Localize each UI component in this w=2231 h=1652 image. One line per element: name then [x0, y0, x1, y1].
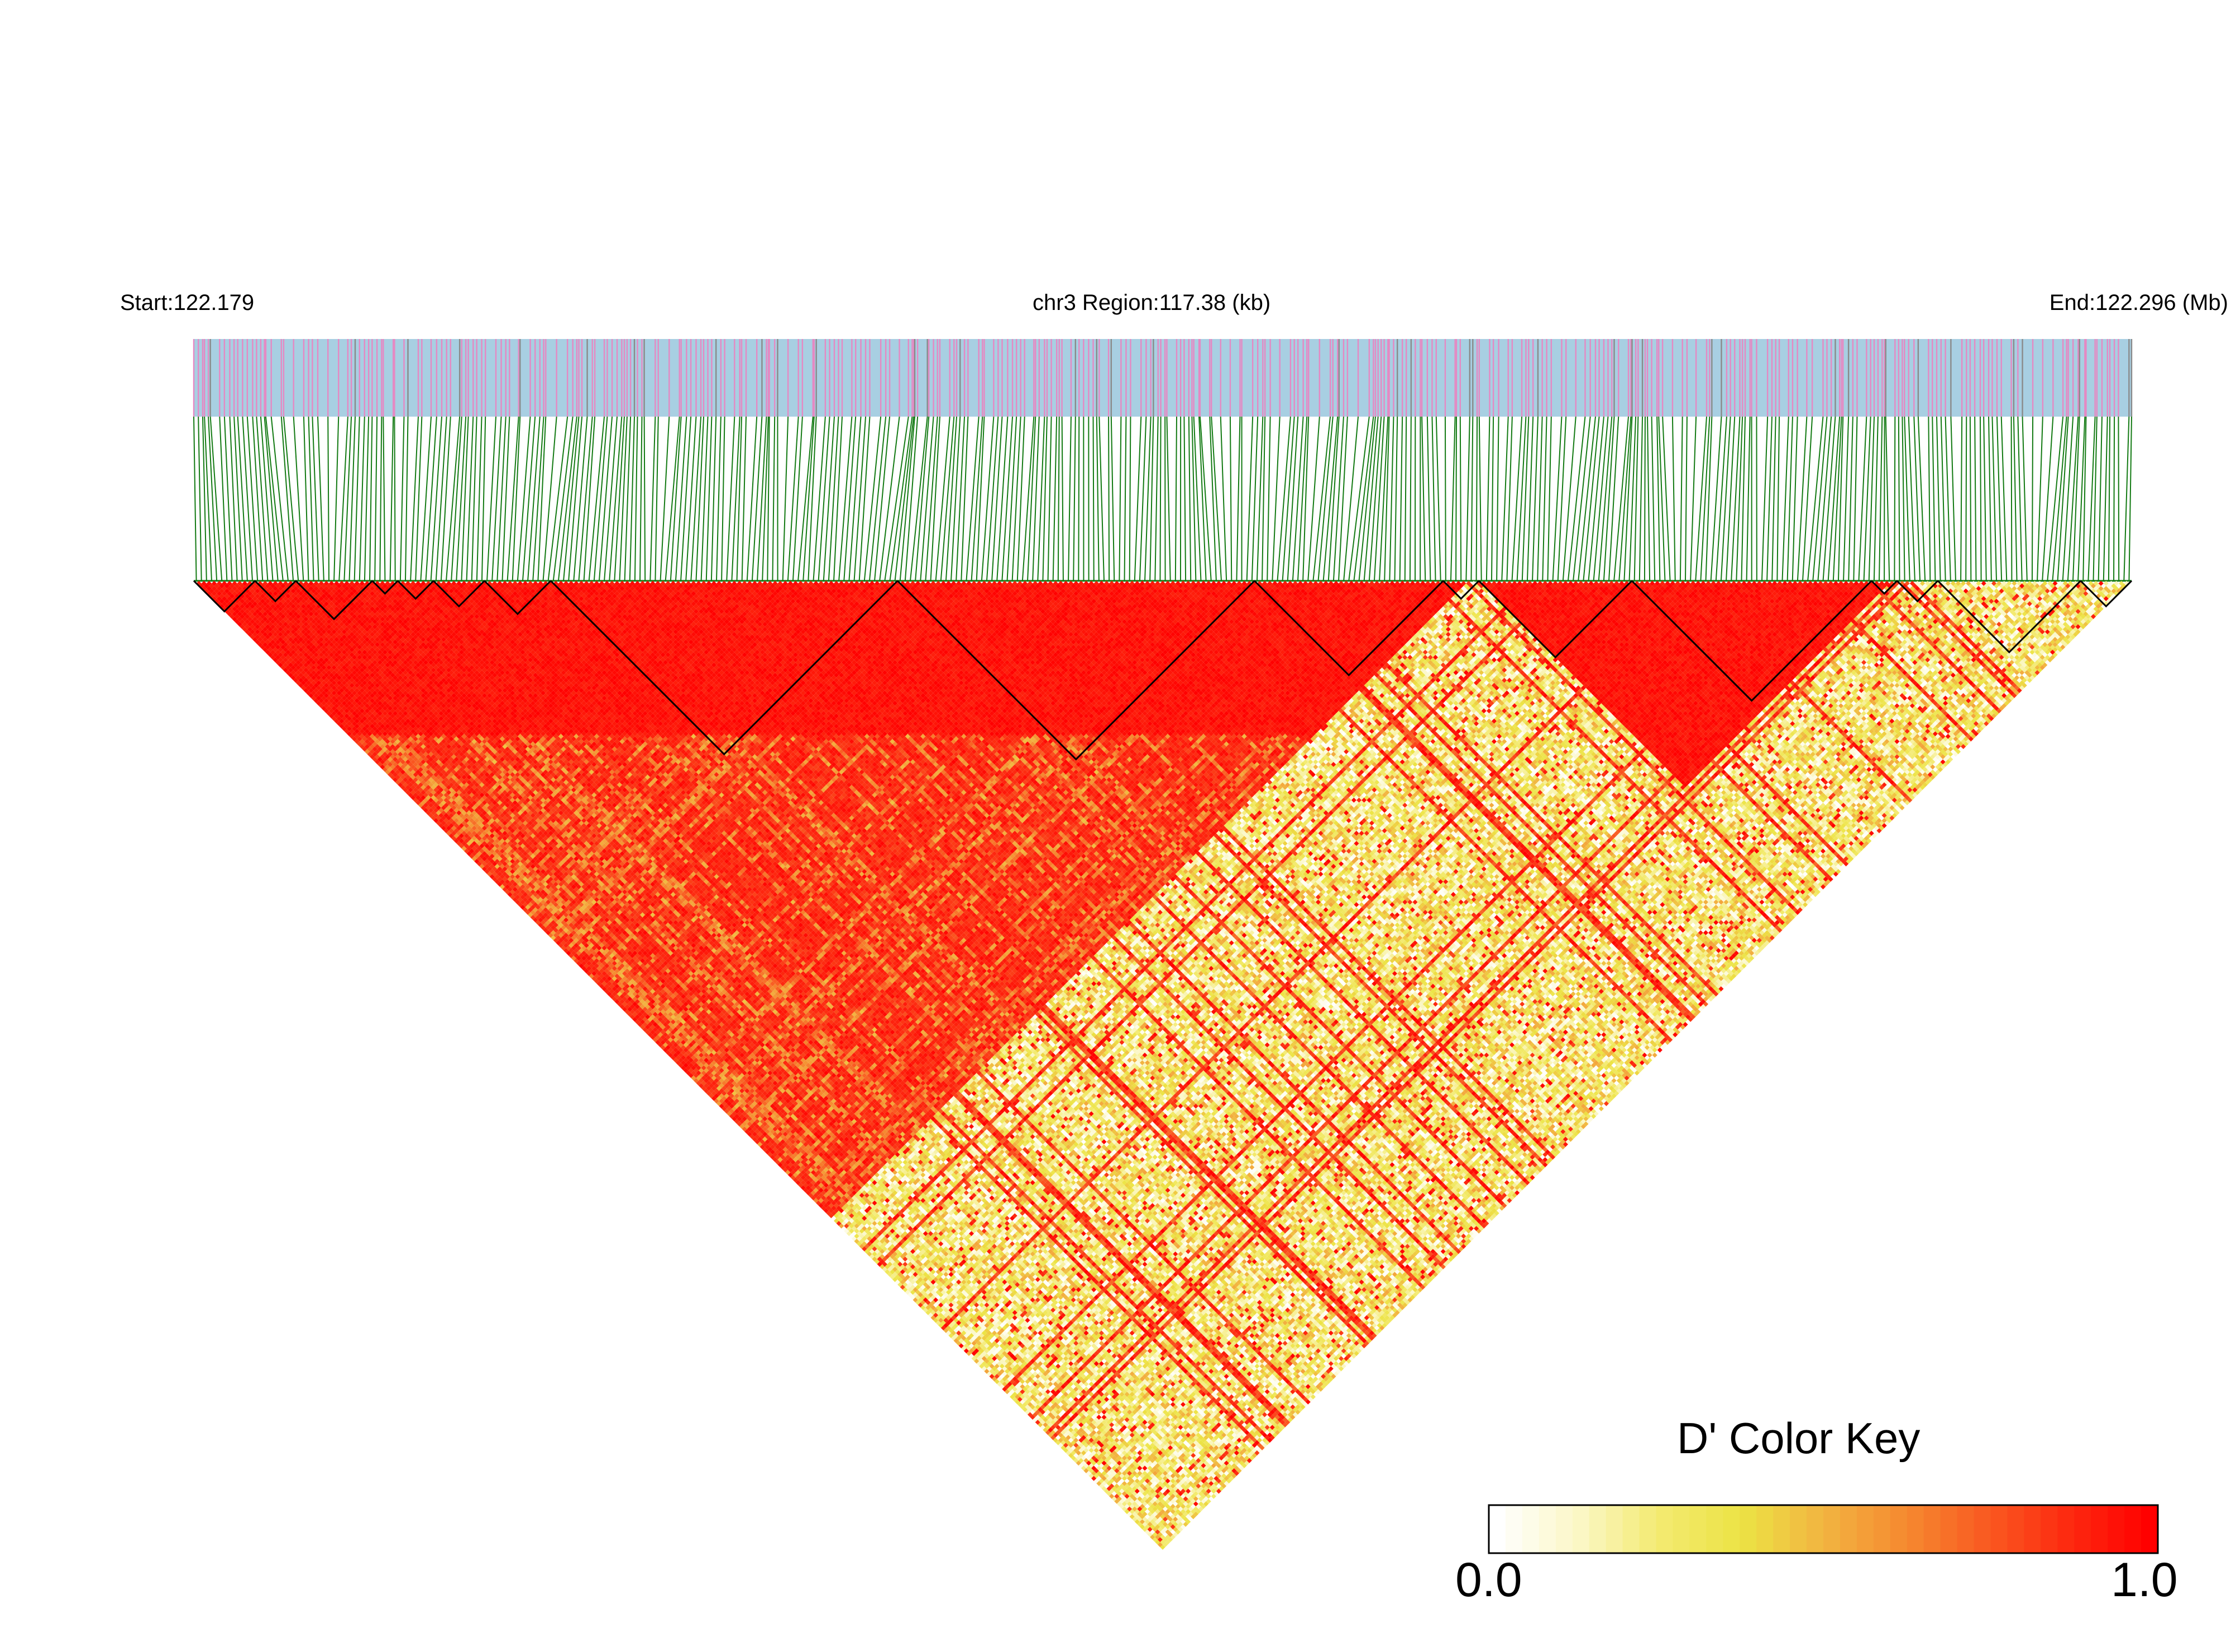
- snp-connector-line: [1078, 417, 1079, 581]
- snp-connector-line: [1894, 417, 1895, 581]
- snp-connector-line: [1093, 417, 1094, 581]
- snp-connector-line: [2118, 417, 2119, 581]
- snp-connector-line: [1460, 417, 1461, 581]
- snp-position-track: [194, 339, 2132, 417]
- snp-connector-line: [2032, 417, 2033, 581]
- snp-connector-line: [394, 417, 395, 581]
- snp-connector-line: [1445, 417, 1446, 581]
